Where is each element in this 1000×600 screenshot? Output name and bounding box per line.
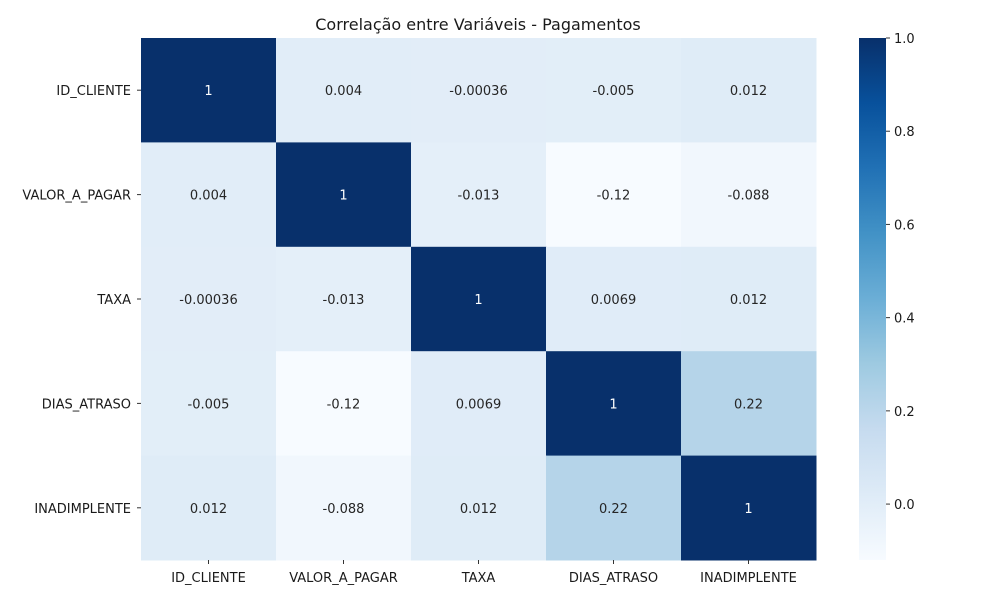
heatmap-cell [546,455,682,561]
heatmap-cell [141,142,277,248]
heatmap-cell [411,38,547,143]
colorbar-gradient [859,38,886,560]
y-axis: ID_CLIENTE VALOR_A_PAGAR TAXA DIAS_ATRASO IN… [22,84,141,517]
cell-annotation: 0.22 [599,502,628,517]
cell-annotation: 0.0069 [591,293,637,308]
heatmap-cell [681,38,817,143]
cell-annotation: 0.012 [460,502,497,517]
heatmap-cell [546,246,682,352]
cell-annotation: 0.22 [734,397,763,412]
heatmap-cell [546,142,682,248]
cell-annotation: 0.012 [730,84,767,99]
heatmap-cell [276,142,412,248]
x-axis: ID_CLIENTE VALOR_A_PAGAR TAXA DIAS_ATRASO IN… [171,560,797,586]
y-tick-label: VALOR_A_PAGAR [22,189,131,204]
x-tick-label: VALOR_A_PAGAR [289,571,398,586]
heatmap-cell [141,246,277,352]
heatmap-annotations: 1 0.004 -0.00036 -0.005 0.012 0.004 1 -0.013 -0.… [179,84,769,517]
cell-annotation: 1 [339,189,347,204]
chart-title: Correlação entre Variáveis - Pagamentos [315,15,641,34]
heatmap-cell [681,142,817,248]
heatmap-cell [276,351,412,457]
cell-annotation: -0.005 [188,397,230,412]
heatmap-cell [141,38,277,143]
colorbar-tick-label: 0.0 [894,498,915,513]
y-tick-label: ID_CLIENTE [56,84,131,99]
cell-annotation: 0.012 [190,502,227,517]
heatmap-cell [276,246,412,352]
y-tick-label: DIAS_ATRASO [42,397,131,412]
heatmap-cell [141,351,277,457]
x-tick-label: ID_CLIENTE [171,571,246,586]
colorbar: 0.0 0.2 0.4 0.6 0.8 1.0 [859,32,915,560]
heatmap-cell [411,351,547,457]
cell-annotation: -0.013 [458,189,500,204]
heatmap-cell [276,38,412,143]
colorbar-tick-label: 0.4 [894,312,915,327]
colorbar-ticks: 0.0 0.2 0.4 0.6 0.8 1.0 [886,32,915,513]
cell-annotation: -0.12 [597,189,631,204]
colorbar-tick-label: 0.8 [894,125,915,140]
y-tick-label: TAXA [96,293,131,308]
cell-annotation: -0.00036 [449,84,507,99]
cell-annotation: 1 [204,84,212,99]
heatmap-cell [276,455,412,561]
colorbar-tick-label: 0.2 [894,405,915,420]
heatmap-cell [411,455,547,561]
heatmap-cell [411,246,547,352]
cell-annotation: -0.013 [323,293,365,308]
cell-annotation: 0.004 [325,84,362,99]
heatmap-cell [681,246,817,352]
cell-annotation: 1 [474,293,482,308]
x-tick-label: INADIMPLENTE [700,571,797,586]
heatmap-cell [141,455,277,561]
cell-annotation: -0.005 [593,84,635,99]
heatmap-cell [546,351,682,457]
cell-annotation: 0.004 [190,189,227,204]
colorbar-tick-label: 1.0 [894,32,915,47]
cell-annotation: -0.00036 [179,293,237,308]
cell-annotation: 0.0069 [456,397,502,412]
x-tick-label: DIAS_ATRASO [569,571,658,586]
y-tick-label: INADIMPLENTE [34,502,131,517]
cell-annotation: -0.12 [327,397,361,412]
cell-annotation: -0.088 [323,502,365,517]
cell-annotation: 1 [744,502,752,517]
heatmap-cells [141,38,817,561]
cell-annotation: 1 [609,397,617,412]
x-tick-label: TAXA [461,571,496,586]
heatmap-cell [411,142,547,248]
cell-annotation: 0.012 [730,293,767,308]
colorbar-tick-label: 0.6 [894,218,915,233]
heatmap-cell [681,455,817,561]
cell-annotation: -0.088 [728,189,770,204]
heatmap-cell [546,38,682,143]
heatmap-cell [681,351,817,457]
